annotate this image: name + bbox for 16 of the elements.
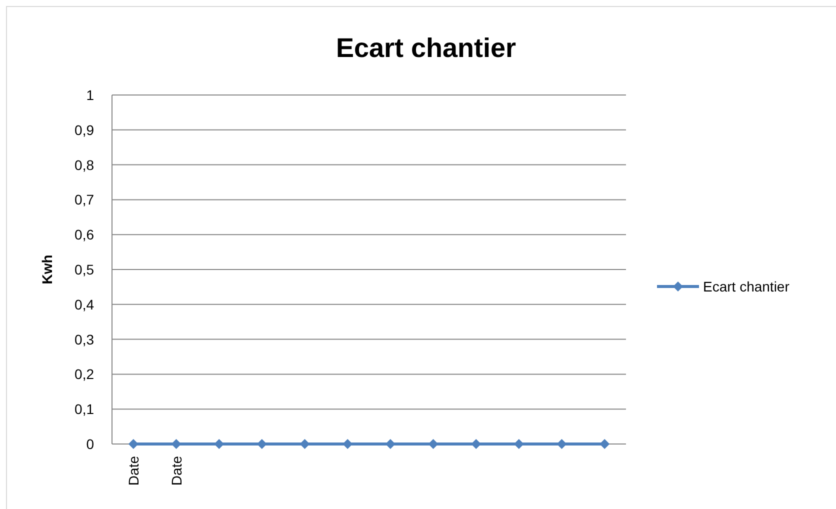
y-tick-label: 0,5 (74, 262, 94, 278)
y-tick-label: 0,6 (74, 226, 94, 243)
y-tick-label: 0,7 (74, 192, 94, 208)
y-tick-label: 0,2 (74, 366, 94, 382)
x-tick-label: Date (168, 456, 184, 486)
y-tick-label: 0,9 (74, 122, 94, 138)
y-axis-title: Kwh (39, 254, 55, 284)
y-tick-label: 0,3 (74, 331, 94, 348)
y-tick-label: 0,1 (74, 401, 94, 418)
chart-title: Ecart chantier (336, 33, 517, 63)
y-tick-label: 1 (86, 87, 94, 103)
y-tick-label: 0,8 (74, 156, 94, 173)
x-tick-label: Date (125, 456, 142, 486)
legend-label: Ecart chantier (703, 278, 790, 294)
y-tick-label: 0,4 (74, 296, 94, 312)
y-tick-label: 0 (86, 436, 94, 452)
